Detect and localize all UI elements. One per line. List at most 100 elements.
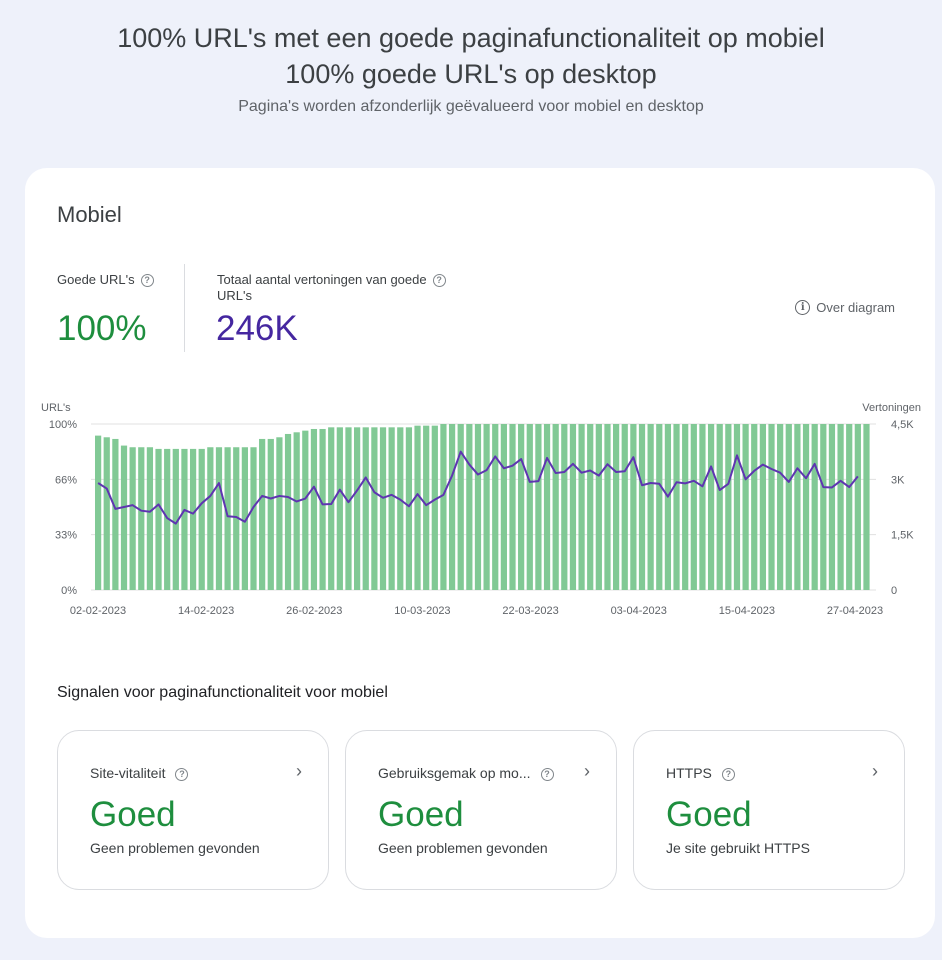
help-icon[interactable]: ? xyxy=(140,274,154,288)
chart-bar[interactable] xyxy=(319,428,326,590)
chart-bar[interactable] xyxy=(846,424,853,590)
help-icon[interactable]: ? xyxy=(540,767,554,781)
chart-bar[interactable] xyxy=(552,424,559,590)
chart-bar[interactable] xyxy=(362,427,369,590)
chart-bar[interactable] xyxy=(561,424,568,590)
chart-bar[interactable] xyxy=(189,448,197,590)
chart-bar[interactable] xyxy=(103,437,110,590)
chart-bar[interactable] xyxy=(707,424,715,590)
help-icon[interactable]: ? xyxy=(175,767,189,781)
signal-card-mobile-usability[interactable]: Gebruiksgemak op mo...? › Goed Geen prob… xyxy=(345,730,617,890)
chart-bar[interactable] xyxy=(354,427,361,590)
chart-bar[interactable] xyxy=(604,424,611,590)
chart-bar[interactable] xyxy=(630,424,637,590)
chart-bar[interactable] xyxy=(543,424,551,590)
chart-bar[interactable] xyxy=(146,447,154,590)
help-icon[interactable]: ? xyxy=(721,767,735,781)
chart-bar[interactable] xyxy=(138,447,145,590)
chart-bar[interactable] xyxy=(699,424,706,590)
chart-bar[interactable] xyxy=(492,424,499,590)
chart-bar[interactable] xyxy=(578,424,585,590)
about-chart-button[interactable]: i Over diagram xyxy=(795,300,895,315)
chart-bar[interactable] xyxy=(595,424,602,590)
chart-bar[interactable] xyxy=(785,424,792,590)
chart-bar[interactable] xyxy=(802,424,810,590)
chart-bar[interactable] xyxy=(164,448,171,590)
chart-bar[interactable] xyxy=(777,424,784,590)
chart-bar[interactable] xyxy=(664,424,672,590)
chart-bar[interactable] xyxy=(725,424,732,590)
chart-bar[interactable] xyxy=(638,424,646,590)
chart-bar[interactable] xyxy=(673,424,680,590)
urls-impressions-chart[interactable]: 100% 4,5K 66% 3K 33% 1,5K 0% 0 URL's Vertoningen 0… xyxy=(0,0,942,640)
chart-bar[interactable] xyxy=(854,424,861,590)
chart-bar[interactable] xyxy=(518,424,525,590)
chart-bar[interactable] xyxy=(181,448,188,590)
chart-bar[interactable] xyxy=(621,424,628,590)
chart-bar[interactable] xyxy=(276,437,283,590)
chart-bar[interactable] xyxy=(345,427,352,590)
chart-bar[interactable] xyxy=(535,424,542,590)
chart-bar[interactable] xyxy=(587,424,594,590)
chart-bar[interactable] xyxy=(656,424,663,590)
chart-bar[interactable] xyxy=(388,427,395,590)
chart-bar[interactable] xyxy=(95,435,102,590)
chart-bar[interactable] xyxy=(682,424,689,590)
chart-bar[interactable] xyxy=(379,427,387,590)
chart-bar[interactable] xyxy=(431,425,438,590)
chart-bar[interactable] xyxy=(690,424,697,590)
chart-bar[interactable] xyxy=(820,424,827,590)
chart-bar[interactable] xyxy=(310,428,318,590)
chart-bar[interactable] xyxy=(794,424,801,590)
chart-bar[interactable] xyxy=(302,430,309,590)
chart-bar[interactable] xyxy=(224,447,231,590)
chart-bar[interactable] xyxy=(742,424,749,590)
chart-bar[interactable] xyxy=(405,427,413,590)
chart-bar[interactable] xyxy=(733,424,741,590)
chart-bar[interactable] xyxy=(500,424,507,590)
chart-bar[interactable] xyxy=(759,424,766,590)
chart-bar[interactable] xyxy=(336,427,343,590)
chart-bar[interactable] xyxy=(526,424,533,590)
chart-bar[interactable] xyxy=(112,438,119,590)
chart-bar[interactable] xyxy=(250,447,257,590)
chart-bar[interactable] xyxy=(811,424,818,590)
chart-bar[interactable] xyxy=(509,424,516,590)
chart-bar[interactable] xyxy=(414,425,421,590)
chart-bar[interactable] xyxy=(440,424,447,590)
chart-bar[interactable] xyxy=(569,424,577,590)
chart-bar[interactable] xyxy=(397,427,404,590)
help-icon[interactable]: ? xyxy=(432,274,446,288)
signal-card-https[interactable]: HTTPS? › Goed Je site gebruikt HTTPS xyxy=(633,730,905,890)
chart-bar[interactable] xyxy=(241,447,248,590)
chart-bar[interactable] xyxy=(371,427,378,590)
chart-bar[interactable] xyxy=(293,432,300,590)
chart-bar[interactable] xyxy=(155,448,162,590)
chart-bar[interactable] xyxy=(120,445,128,590)
chart-bar[interactable] xyxy=(448,424,456,590)
chart-bar[interactable] xyxy=(474,424,482,590)
chart-bar[interactable] xyxy=(828,424,836,590)
chart-bar[interactable] xyxy=(233,447,240,590)
chart-bar[interactable] xyxy=(837,424,844,590)
chart-bar[interactable] xyxy=(483,424,490,590)
chart-bar[interactable] xyxy=(768,424,775,590)
chart-bar[interactable] xyxy=(172,448,179,590)
chart-bar[interactable] xyxy=(863,424,870,590)
chart-bar[interactable] xyxy=(613,424,620,590)
chart-bar[interactable] xyxy=(647,424,654,590)
chart-bar[interactable] xyxy=(215,447,223,590)
chart-bar[interactable] xyxy=(466,424,473,590)
chart-bar[interactable] xyxy=(716,424,723,590)
chart-bar[interactable] xyxy=(751,424,758,590)
chart-bar[interactable] xyxy=(267,438,274,590)
chart-bar[interactable] xyxy=(129,447,136,590)
chart-bar[interactable] xyxy=(423,425,430,590)
chart-bar[interactable] xyxy=(198,448,205,590)
chart-bar[interactable] xyxy=(284,433,292,590)
signal-card-site-vitality[interactable]: Site-vitaliteit? › Goed Geen problemen g… xyxy=(57,730,329,890)
chart-bar[interactable] xyxy=(259,438,266,590)
chart-bar[interactable] xyxy=(207,447,214,590)
chart-bar[interactable] xyxy=(457,424,464,590)
chart-bar[interactable] xyxy=(328,427,335,590)
